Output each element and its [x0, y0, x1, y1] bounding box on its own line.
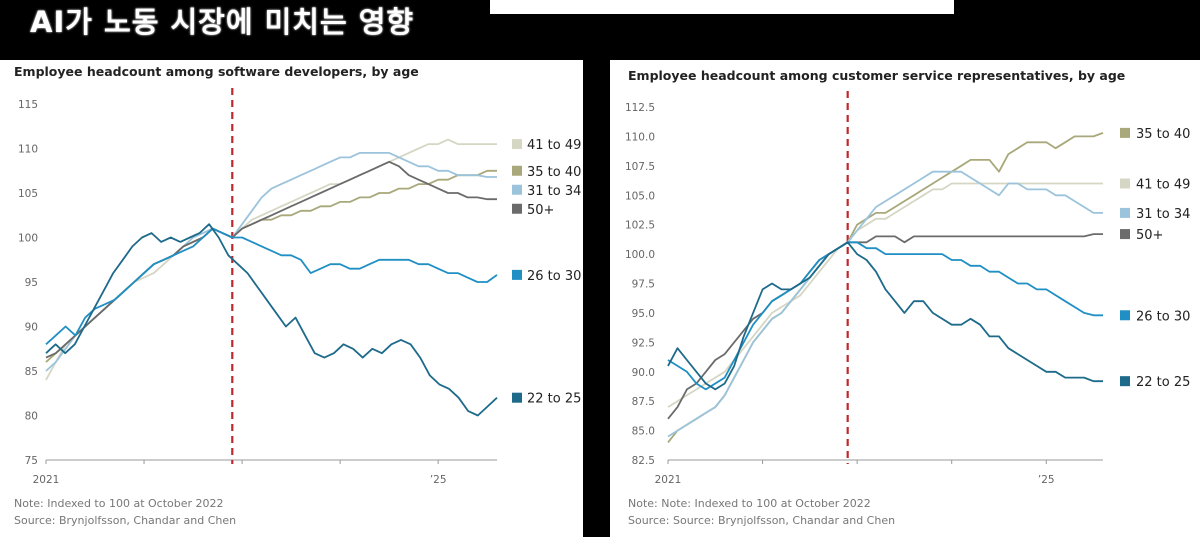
legend-swatch [1120, 207, 1130, 218]
series-line [667, 170, 1103, 438]
y-tick-label: 97.5 [632, 279, 655, 291]
y-tick-label: 105.0 [625, 190, 655, 202]
legend-label: 35 to 40 [1136, 127, 1190, 142]
series-line [45, 223, 498, 417]
legend-swatch [1120, 376, 1130, 387]
chart-customer-service: Employee headcount among customer servic… [625, 68, 1190, 527]
y-tick-label: 92.5 [632, 337, 655, 349]
y-tick-label: 80 [25, 411, 38, 423]
series-line [667, 233, 1103, 420]
legend-label: 50+ [1136, 228, 1163, 243]
chart-panel-customer-service: Employee headcount among customer servic… [610, 60, 1200, 537]
y-tick-label: 87.5 [632, 396, 655, 408]
x-tick-label: 2021 [33, 474, 60, 486]
legend-swatch [512, 165, 522, 176]
legend-swatch [1120, 310, 1130, 321]
legend-label: 41 to 49 [527, 138, 581, 153]
series-line [45, 138, 497, 381]
legend-swatch [512, 269, 522, 280]
y-tick-label: 95 [25, 277, 38, 289]
legend-label: 22 to 25 [527, 392, 581, 407]
chart-note: Note: Note: Indexed to 100 at October 20… [628, 497, 871, 510]
y-tick-label: 102.5 [625, 220, 655, 232]
y-tick-label: 82.5 [632, 455, 655, 467]
legend-label: 22 to 25 [1136, 375, 1190, 390]
y-tick-label: 110 [18, 144, 38, 156]
x-tick-label: ’25 [1038, 474, 1055, 486]
y-tick-label: 90.0 [632, 367, 655, 379]
chart-title: Employee headcount among software develo… [14, 64, 419, 79]
y-tick-label: 100 [18, 233, 38, 245]
series-line [45, 227, 498, 345]
legend-label: 35 to 40 [527, 165, 581, 180]
chart-title: Employee headcount among customer servic… [628, 68, 1125, 83]
top-white-bar [490, 0, 954, 14]
legend-label: 26 to 30 [527, 269, 581, 284]
legend-swatch [1120, 127, 1130, 138]
chart-software-developers: Employee headcount among software develo… [14, 64, 581, 527]
y-tick-label: 110.0 [625, 131, 655, 143]
series-line [45, 160, 497, 359]
y-tick-label: 115 [18, 99, 38, 111]
y-tick-label: 90 [25, 322, 38, 334]
chart-source: Source: Source: Brynjolfsson, Chandar an… [628, 514, 895, 527]
y-tick-label: 85 [25, 366, 38, 378]
legend-label: 41 to 49 [1136, 177, 1190, 192]
series-line [45, 169, 497, 363]
x-tick-label: 2021 [655, 474, 682, 486]
page-banner-title: AI가 노동 시장에 미치는 영향 [30, 5, 415, 39]
y-tick-label: 107.5 [625, 161, 655, 173]
y-tick-label: 112.5 [625, 102, 655, 114]
y-tick-label: 75 [25, 455, 38, 467]
y-tick-label: 105 [18, 188, 38, 200]
series-line [667, 182, 1103, 408]
legend-label: 50+ [527, 203, 554, 218]
legend-swatch [1120, 229, 1130, 240]
chart-note: Note: Indexed to 100 at October 2022 [14, 497, 224, 510]
chart-source: Source: Brynjolfsson, Chandar and Chen [14, 514, 236, 527]
x-tick-label: ’25 [430, 474, 447, 486]
series-line [667, 241, 1103, 391]
legend-label: 31 to 34 [1136, 207, 1190, 222]
y-tick-label: 95.0 [632, 308, 655, 320]
y-tick-label: 85.0 [632, 426, 655, 438]
legend-label: 31 to 34 [527, 184, 581, 199]
legend-swatch [512, 184, 522, 195]
legend-swatch [512, 139, 522, 150]
legend-label: 26 to 30 [1136, 309, 1190, 324]
legend-swatch [512, 392, 522, 403]
legend-swatch [512, 203, 522, 214]
legend-swatch [1120, 178, 1130, 189]
chart-panel-software-developers: Employee headcount among software develo… [0, 60, 583, 537]
y-tick-label: 100.0 [625, 249, 655, 261]
series-line [45, 152, 497, 372]
